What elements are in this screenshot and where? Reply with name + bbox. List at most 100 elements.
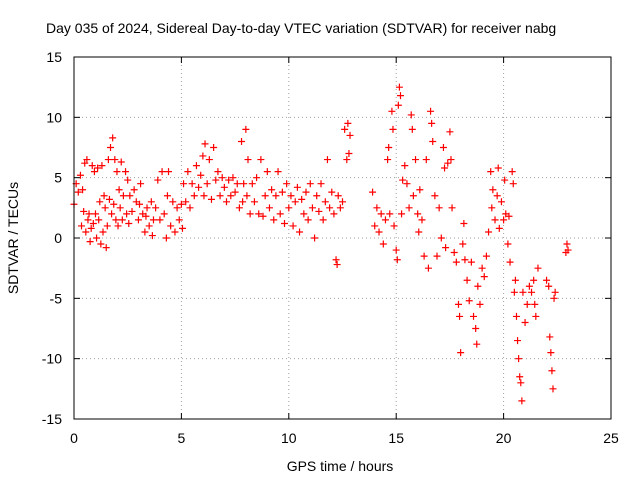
- data-point: [393, 256, 401, 264]
- data-point: [493, 192, 501, 200]
- data-point: [300, 210, 308, 218]
- y-axis-label: SDTVAR / TECUs: [5, 182, 21, 294]
- data-points: [70, 83, 572, 405]
- data-point: [377, 210, 385, 218]
- data-point: [480, 273, 488, 281]
- data-point: [165, 168, 173, 176]
- data-point: [229, 174, 237, 182]
- data-point: [163, 192, 171, 200]
- data-point: [79, 186, 87, 194]
- data-point: [448, 204, 456, 212]
- data-point: [433, 252, 441, 260]
- data-point: [447, 156, 455, 164]
- data-point: [497, 198, 505, 206]
- data-point: [488, 204, 496, 212]
- data-point: [482, 252, 490, 260]
- data-point: [385, 144, 393, 151]
- data-point: [200, 192, 208, 200]
- data-point: [291, 198, 299, 206]
- y-tick-label: -15: [42, 411, 62, 427]
- data-point: [516, 373, 524, 381]
- data-point: [113, 168, 121, 176]
- data-point: [214, 168, 222, 176]
- data-point: [388, 107, 396, 115]
- data-point: [403, 180, 411, 188]
- data-point: [265, 204, 273, 212]
- data-point: [91, 210, 99, 218]
- data-point: [515, 355, 523, 363]
- data-point: [298, 195, 306, 203]
- data-point: [125, 220, 133, 228]
- data-point: [296, 228, 304, 236]
- data-point: [467, 258, 475, 266]
- data-point: [332, 256, 340, 264]
- data-point: [485, 228, 493, 236]
- data-point: [76, 171, 84, 179]
- data-point: [205, 156, 213, 164]
- data-point: [523, 300, 531, 308]
- data-point: [261, 192, 269, 200]
- data-point: [190, 192, 198, 200]
- data-point: [182, 198, 190, 206]
- x-tick-label: 20: [496, 430, 512, 446]
- data-point: [435, 204, 443, 212]
- data-point: [395, 83, 403, 91]
- data-point: [81, 159, 89, 167]
- data-point: [344, 119, 352, 127]
- data-point: [248, 180, 256, 188]
- data-point: [333, 261, 341, 269]
- data-point: [105, 195, 113, 203]
- data-point: [184, 168, 192, 176]
- data-point: [104, 156, 112, 164]
- y-tick-label: 0: [54, 230, 62, 246]
- data-point: [101, 204, 109, 212]
- data-point: [278, 188, 286, 196]
- data-point: [218, 174, 226, 182]
- data-point: [123, 210, 131, 218]
- tick-labels: 0 5 10 15 20 25 -15 -10 -5 0 5 10 15: [42, 49, 619, 446]
- data-point: [457, 349, 465, 357]
- data-point: [414, 210, 422, 218]
- data-point: [508, 168, 516, 176]
- data-point: [112, 216, 120, 224]
- data-point: [227, 192, 235, 200]
- data-point: [454, 300, 462, 308]
- data-point: [233, 180, 241, 188]
- data-point: [495, 224, 503, 232]
- data-point: [74, 188, 82, 196]
- data-point: [149, 216, 157, 224]
- data-point: [389, 125, 397, 133]
- data-point: [212, 176, 220, 184]
- data-point: [548, 367, 556, 375]
- y-tick-label: -10: [42, 351, 62, 367]
- data-point: [505, 212, 513, 220]
- data-point: [415, 228, 423, 236]
- data-point: [465, 297, 473, 305]
- data-point: [304, 216, 312, 224]
- data-point: [326, 204, 334, 212]
- data-point: [95, 216, 103, 224]
- data-point: [110, 200, 118, 208]
- data-point: [80, 207, 88, 215]
- x-tick-label: 25: [603, 430, 619, 446]
- data-point: [420, 252, 428, 260]
- data-point: [319, 216, 327, 224]
- data-point: [460, 220, 468, 228]
- data-point: [470, 312, 478, 320]
- data-point: [126, 192, 134, 200]
- data-point: [452, 258, 460, 266]
- data-point: [274, 168, 282, 176]
- data-point: [308, 204, 316, 212]
- data-point: [244, 156, 252, 164]
- data-point: [175, 216, 183, 224]
- data-point: [336, 204, 344, 212]
- data-point: [173, 204, 181, 212]
- data-point: [255, 210, 263, 218]
- data-point: [276, 210, 284, 218]
- data-point: [171, 228, 179, 236]
- data-point: [210, 144, 218, 151]
- y-tick-label: 5: [54, 170, 62, 186]
- data-point: [509, 180, 517, 188]
- data-point: [107, 144, 115, 151]
- data-point: [141, 228, 149, 236]
